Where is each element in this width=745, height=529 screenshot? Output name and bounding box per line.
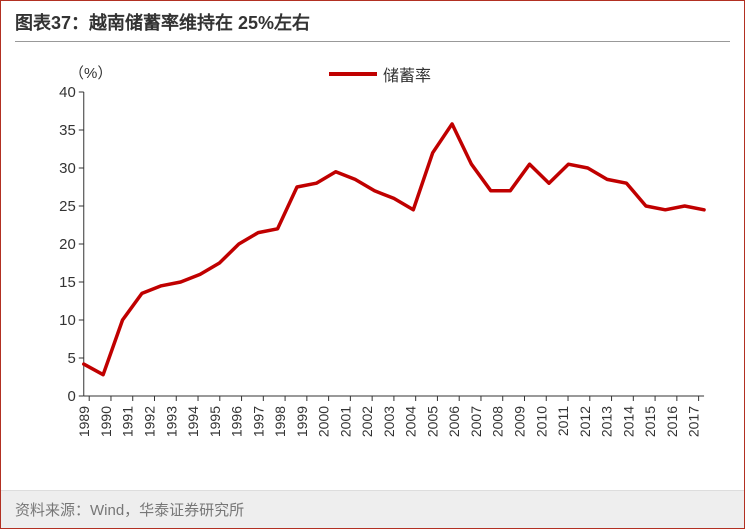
svg-text:2006: 2006 xyxy=(446,406,462,437)
svg-text:35: 35 xyxy=(59,122,76,139)
svg-text:2012: 2012 xyxy=(577,406,593,437)
source-text: 资料来源：Wind，华泰证券研究所 xyxy=(15,499,730,520)
title-divider xyxy=(15,41,730,42)
svg-text:2013: 2013 xyxy=(599,406,615,437)
svg-text:1994: 1994 xyxy=(185,406,201,437)
source-bar: 资料来源：Wind，华泰证券研究所 xyxy=(1,490,744,528)
svg-text:2004: 2004 xyxy=(403,406,419,437)
svg-text:40: 40 xyxy=(59,84,76,101)
svg-text:1992: 1992 xyxy=(142,406,158,437)
chart-title: 图表37：越南储蓄率维持在 25%左右 xyxy=(15,9,730,35)
svg-text:1990: 1990 xyxy=(98,406,114,437)
svg-text:1989: 1989 xyxy=(76,406,92,437)
svg-text:1997: 1997 xyxy=(250,406,266,437)
svg-text:20: 20 xyxy=(59,236,76,253)
svg-text:10: 10 xyxy=(59,312,76,329)
svg-text:1991: 1991 xyxy=(120,406,136,437)
svg-text:2007: 2007 xyxy=(468,406,484,437)
svg-text:5: 5 xyxy=(67,350,75,367)
svg-text:2009: 2009 xyxy=(512,406,528,437)
svg-text:2000: 2000 xyxy=(316,406,332,437)
svg-text:2008: 2008 xyxy=(490,406,506,437)
svg-text:1999: 1999 xyxy=(294,406,310,437)
svg-text:2001: 2001 xyxy=(337,406,353,437)
svg-text:0: 0 xyxy=(67,388,75,405)
svg-text:1998: 1998 xyxy=(272,406,288,437)
line-chart: 0 5 10 15 20 25 30 35 40 1989 1990 1991 1992 1993 1994… xyxy=(29,54,716,454)
svg-text:2010: 2010 xyxy=(533,406,549,437)
svg-text:2003: 2003 xyxy=(381,406,397,437)
svg-text:2014: 2014 xyxy=(620,406,636,437)
title-bar: 图表37：越南储蓄率维持在 25%左右 xyxy=(1,1,744,39)
svg-text:2015: 2015 xyxy=(642,406,658,437)
plot-area: （%） 储蓄率 05101520253035401989199019911992… xyxy=(29,54,716,454)
svg-text:1996: 1996 xyxy=(229,406,245,437)
chart-container: 图表37：越南储蓄率维持在 25%左右 （%） 储蓄率 051015202530… xyxy=(0,0,745,529)
svg-text:2005: 2005 xyxy=(424,406,440,437)
svg-text:25: 25 xyxy=(59,198,76,215)
svg-text:30: 30 xyxy=(59,160,76,177)
svg-text:1995: 1995 xyxy=(207,406,223,437)
svg-text:2011: 2011 xyxy=(555,406,571,436)
svg-text:15: 15 xyxy=(59,274,76,291)
svg-text:2016: 2016 xyxy=(664,406,680,437)
svg-text:2017: 2017 xyxy=(686,406,702,437)
svg-text:2002: 2002 xyxy=(359,406,375,437)
svg-text:1993: 1993 xyxy=(163,406,179,437)
